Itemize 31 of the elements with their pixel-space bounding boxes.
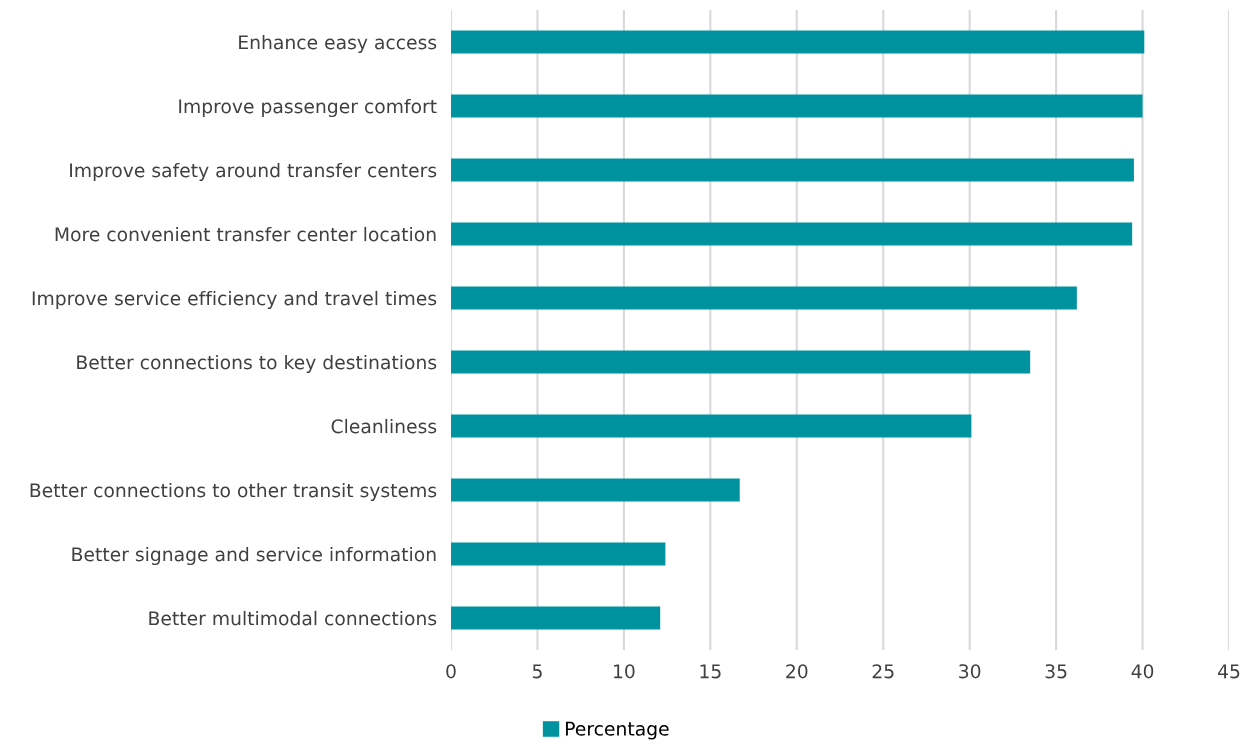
y-tick-label: Improve safety around transfer centers [70,162,437,182]
y-tick-label: Improve passenger comfort [179,98,437,118]
bar [451,286,1077,310]
x-tick-label: 15 [700,664,721,679]
bar [451,350,1031,374]
y-tick-label: Better signage and service information [72,546,436,566]
x-tick-label: 35 [1045,664,1067,679]
y-tick-label: Better connections to key destinations [77,354,437,374]
y-tick-label: Enhance easy access [239,34,437,54]
bar [451,606,661,630]
x-tick-label: 5 [532,664,542,679]
x-tick-label: 25 [872,664,894,679]
bar [451,94,1143,118]
bar [451,222,1133,246]
y-tick-label: Cleanliness [331,418,437,434]
y-tick-label: Improve service efficiency and travel times [32,290,437,310]
bar [451,30,1145,54]
y-tick-label: Better connections to other transit systems [30,482,437,502]
legend-label: Percentage [566,721,669,740]
bar [451,414,972,438]
x-tick-label: 10 [614,664,635,679]
x-tick-label: 40 [1131,664,1154,679]
y-tick-label: Better multimodal connections [149,610,437,626]
x-tick-label: 30 [959,664,981,679]
y-tick-label: More convenient transfer center location [55,226,436,242]
x-tick-label: 20 [786,664,808,679]
bar [451,158,1134,182]
bar [451,542,666,566]
bar [451,478,740,502]
x-tick-label: 45 [1217,664,1240,679]
x-tick-label: 0 [446,664,456,679]
